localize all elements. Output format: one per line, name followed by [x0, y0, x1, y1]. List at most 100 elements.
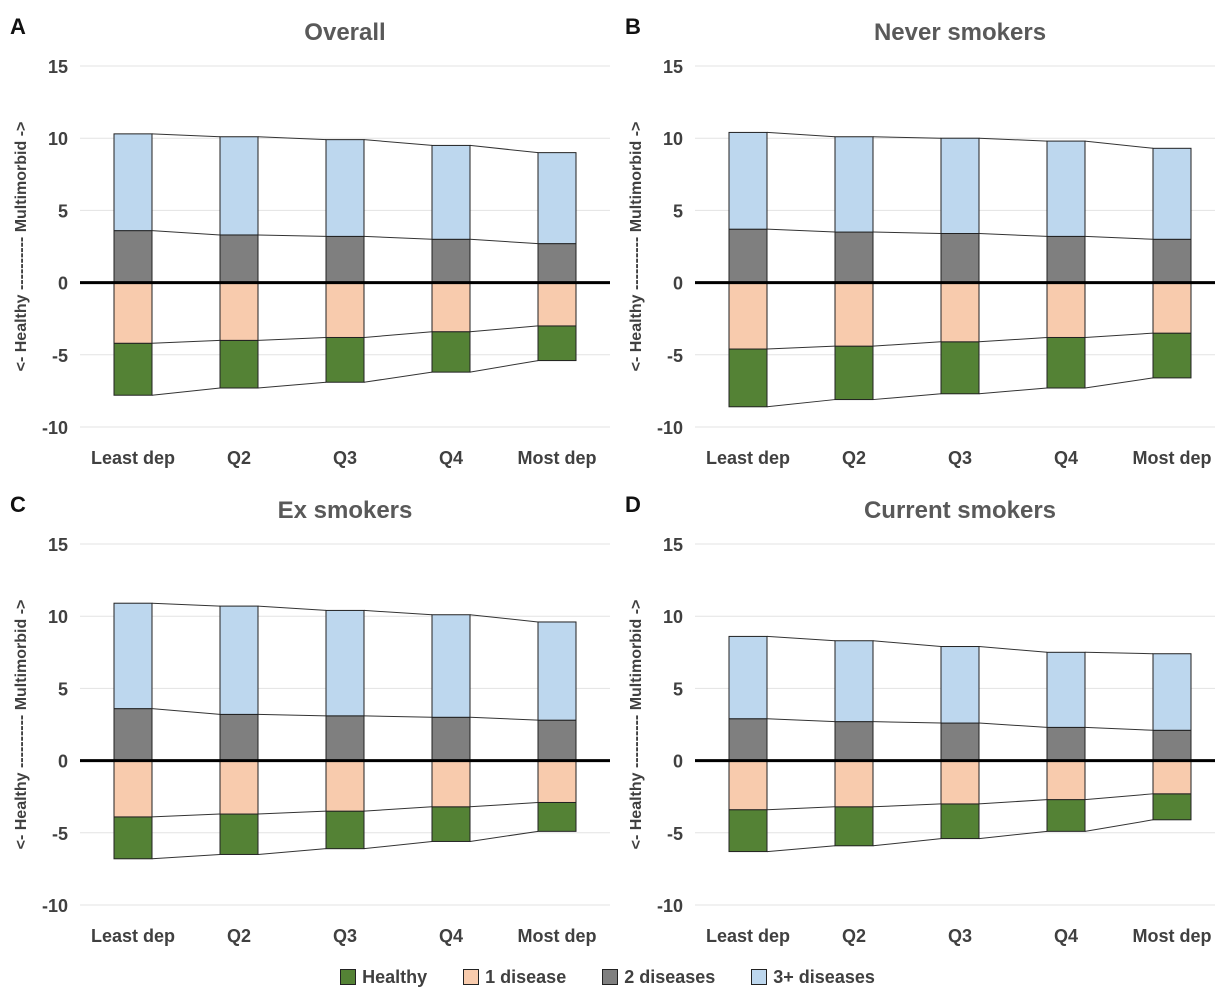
bar-two-diseases [1152, 729, 1192, 762]
bar-one-disease [219, 760, 259, 815]
bar-healthy [113, 816, 153, 860]
series-connector-line [257, 848, 327, 855]
y-axis-title: <- Healthy ---------- Multimorbid -> [628, 600, 645, 850]
legend-swatch-healthy [340, 969, 357, 985]
bar-three-plus [1152, 653, 1192, 731]
x-tick-label: Q4 [439, 448, 463, 468]
bar-healthy [537, 801, 577, 832]
series-connector-line [363, 139, 433, 146]
series-connector-line [978, 646, 1048, 653]
series-connector-line [469, 801, 539, 808]
bar-three-plus [219, 605, 259, 715]
bar-two-diseases [728, 718, 768, 762]
bar-three-plus [325, 139, 365, 237]
series-connector-line [872, 640, 942, 648]
series-connector-line [766, 635, 836, 642]
y-axis-title: <- Healthy ---------- Multimorbid -> [628, 122, 645, 372]
panel-d: D Current smokers -10 -5 0 5 10 15 <- Healthy --… [625, 492, 1215, 946]
bar-three-plus [431, 144, 471, 240]
bar-one-disease [431, 760, 471, 808]
series-connector-line [363, 331, 433, 338]
series-connector-line [469, 144, 539, 154]
bar-three-plus [940, 646, 980, 724]
series-connector-line [1084, 726, 1154, 731]
series-connector-line [1084, 235, 1154, 240]
bar-one-disease [537, 760, 577, 803]
bar-one-disease [834, 760, 874, 808]
legend-item-one-disease: 1 disease [463, 967, 566, 988]
bar-three-plus [728, 131, 768, 230]
series-connector-line [257, 605, 327, 611]
legend-item-three-plus: 3+ diseases [751, 967, 875, 988]
bar-two-diseases [1152, 238, 1192, 284]
series-connector-line [872, 136, 942, 139]
bar-one-disease [728, 282, 768, 350]
y-axis-title: <- Healthy ---------- Multimorbid -> [13, 122, 30, 372]
bar-healthy [431, 331, 471, 373]
bar-one-disease [1152, 282, 1192, 334]
series-connector-line [151, 230, 221, 236]
bar-one-disease [431, 282, 471, 333]
legend-swatch-one-disease [463, 969, 480, 985]
bar-two-diseases [325, 235, 365, 284]
series-connector-line [363, 806, 433, 812]
bar-two-diseases [834, 231, 874, 284]
legend-item-two-diseases: 2 diseases [602, 967, 715, 988]
series-connector-line [766, 718, 836, 723]
x-tick-label: Q2 [227, 448, 251, 468]
series-connector-line [872, 231, 942, 235]
bar-one-disease [325, 282, 365, 338]
y-tick-label: 15 [663, 57, 683, 77]
bar-two-diseases [834, 721, 874, 762]
series-connector-line [469, 830, 539, 842]
bar-healthy [113, 342, 153, 396]
bar-three-plus [834, 640, 874, 723]
series-connector-line [978, 722, 1048, 728]
bar-two-diseases [940, 233, 980, 284]
bar-one-disease [537, 282, 577, 327]
series-connector-line [257, 136, 327, 141]
bar-healthy [219, 813, 259, 855]
bar-three-plus [537, 621, 577, 721]
bar-two-diseases [431, 238, 471, 284]
y-tick-label: -5 [667, 346, 683, 366]
bar-one-disease [940, 282, 980, 343]
bar-three-plus [1046, 651, 1086, 728]
series-connector-line [766, 845, 836, 853]
series-connector-line [151, 708, 221, 715]
y-tick-label: -10 [657, 896, 683, 916]
panel-b: B Never smokers -10 -5 0 5 10 15 <- Healthy ----… [625, 14, 1215, 468]
x-tick-label: Least dep [706, 926, 790, 946]
bar-two-diseases [1046, 235, 1086, 284]
series-connector-line [257, 336, 327, 341]
x-tick-label: Q4 [1054, 926, 1078, 946]
series-connector-line [363, 609, 433, 616]
series-connector-line [469, 325, 539, 333]
series-connector-line [872, 838, 942, 847]
y-tick-label: -5 [667, 824, 683, 844]
y-tick-label: 5 [58, 201, 68, 221]
bar-healthy [325, 336, 365, 383]
bar-one-disease [113, 760, 153, 818]
bar-healthy [834, 345, 874, 401]
bar-healthy [728, 348, 768, 408]
series-connector-line [469, 716, 539, 721]
legend-item-healthy: Healthy [340, 967, 427, 988]
bar-healthy [1152, 793, 1192, 821]
x-tick-label: Q3 [948, 926, 972, 946]
bar-two-diseases [431, 716, 471, 762]
series-connector-line [1084, 651, 1154, 655]
y-tick-label: 0 [58, 274, 68, 294]
bar-one-disease [1046, 760, 1086, 801]
series-connector-line [363, 715, 433, 718]
panel-title: Overall [304, 19, 385, 46]
series-connector-line [151, 133, 221, 138]
y-tick-label: 10 [48, 129, 68, 149]
panel-title: Current smokers [864, 497, 1056, 524]
series-connector-line [257, 810, 327, 815]
panel-letter: D [625, 492, 641, 517]
series-connector-line [469, 614, 539, 623]
series-connector-line [363, 235, 433, 240]
bar-three-plus [940, 137, 980, 235]
x-tick-label: Q3 [948, 448, 972, 468]
